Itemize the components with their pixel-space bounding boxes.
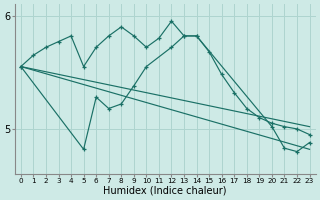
- X-axis label: Humidex (Indice chaleur): Humidex (Indice chaleur): [103, 186, 227, 196]
